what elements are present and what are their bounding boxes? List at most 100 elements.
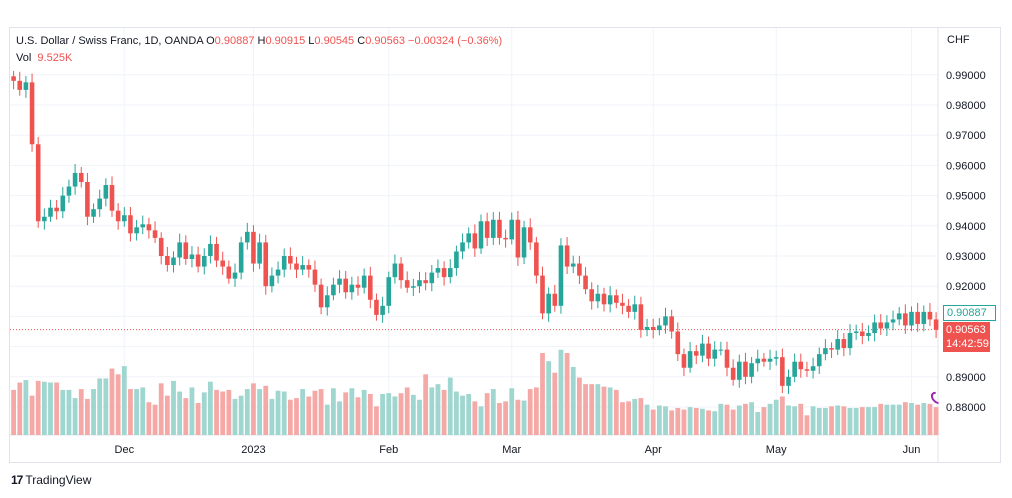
candle-body bbox=[712, 349, 717, 359]
brand-name: TradingView bbox=[25, 473, 92, 487]
volume-bar bbox=[263, 385, 269, 435]
candle-body bbox=[749, 363, 754, 377]
candle-body bbox=[816, 354, 822, 367]
time-tick-label: Jun bbox=[903, 444, 921, 456]
volume-bar bbox=[454, 391, 459, 435]
volume-bar bbox=[546, 361, 552, 435]
low-value: 0.90545 bbox=[314, 35, 355, 47]
volume-bar bbox=[484, 393, 490, 435]
volume-bar bbox=[269, 398, 275, 435]
volume-bar bbox=[35, 380, 41, 435]
candle-body bbox=[681, 354, 687, 368]
tradingview-brand[interactable]: 17 TradingView bbox=[11, 473, 91, 487]
volume-bar bbox=[687, 407, 693, 435]
candle-body bbox=[109, 185, 115, 211]
volume-bar bbox=[343, 392, 349, 435]
last-price-value: 0.90563 bbox=[946, 324, 986, 336]
volume-bar bbox=[66, 389, 72, 435]
candle-body bbox=[78, 172, 84, 183]
volume-bar bbox=[429, 387, 435, 435]
volume-bar bbox=[490, 389, 496, 435]
candle-body bbox=[570, 263, 576, 267]
candle-body bbox=[552, 293, 558, 306]
volume-bar bbox=[533, 387, 539, 435]
candle-body bbox=[214, 243, 219, 261]
candle-body bbox=[478, 221, 484, 249]
candle-body bbox=[411, 286, 416, 288]
candle-body bbox=[509, 219, 515, 240]
volume-bar bbox=[349, 388, 355, 435]
volume-bar bbox=[595, 384, 601, 435]
candle-body bbox=[158, 237, 164, 256]
candle-body bbox=[23, 82, 29, 90]
candle-body bbox=[441, 268, 447, 278]
candle-body bbox=[853, 331, 859, 334]
candle-body bbox=[595, 293, 601, 302]
volume-bar bbox=[656, 405, 662, 435]
volume-bar bbox=[804, 415, 810, 435]
candle-body bbox=[398, 263, 404, 281]
volume-value: 9.525K bbox=[37, 52, 73, 64]
candle-body bbox=[773, 357, 779, 359]
volume-bar bbox=[577, 377, 582, 435]
volume-series bbox=[11, 349, 939, 435]
candle-body bbox=[429, 272, 435, 284]
volume-bar bbox=[767, 403, 773, 435]
volume-bar bbox=[829, 406, 834, 435]
candle-body bbox=[380, 305, 385, 315]
candle-body bbox=[435, 268, 441, 273]
candle-body bbox=[706, 343, 711, 359]
candle-body bbox=[146, 224, 152, 231]
volume-bar bbox=[632, 398, 638, 435]
volume-bar bbox=[244, 389, 250, 435]
candle-body bbox=[810, 366, 816, 371]
candle-body bbox=[583, 275, 588, 290]
candle-body bbox=[201, 256, 207, 267]
candle-body bbox=[257, 242, 262, 264]
candle-body bbox=[497, 219, 502, 238]
volume-bar bbox=[60, 389, 66, 435]
candle-body bbox=[72, 172, 78, 187]
volume-bar bbox=[109, 368, 115, 435]
volume-bar bbox=[706, 410, 711, 435]
volume-bar bbox=[681, 409, 687, 435]
volume-bar bbox=[601, 386, 607, 435]
candle-body bbox=[281, 256, 287, 270]
volume-bar bbox=[552, 372, 558, 435]
volume-bar bbox=[786, 405, 791, 435]
volume-bar bbox=[324, 404, 330, 435]
volume-bar bbox=[896, 404, 902, 435]
volume-bar bbox=[872, 407, 877, 435]
last-price-tag: 0.90563 14:42:59 bbox=[943, 322, 990, 352]
chart-frame bbox=[9, 27, 1001, 463]
candle-body bbox=[466, 233, 471, 243]
candle-body bbox=[404, 280, 410, 288]
price-tick-label: 0.96000 bbox=[946, 160, 986, 172]
candle-body bbox=[884, 322, 890, 329]
candle-body bbox=[626, 305, 631, 312]
candle-body bbox=[792, 361, 797, 377]
time-tick-label: 2023 bbox=[241, 444, 265, 456]
candle-body bbox=[718, 349, 724, 351]
candle-body bbox=[251, 231, 256, 264]
volume-bar bbox=[386, 393, 392, 435]
volume-bar bbox=[700, 408, 705, 435]
candle-body bbox=[54, 207, 59, 212]
candle-body bbox=[152, 230, 158, 238]
candle-body bbox=[318, 284, 324, 308]
candle-body bbox=[614, 295, 619, 303]
candle-body bbox=[245, 231, 250, 243]
volume-bar bbox=[779, 396, 785, 435]
volume-bar bbox=[85, 398, 90, 435]
candle-body bbox=[915, 311, 920, 324]
candle-body bbox=[300, 265, 305, 270]
volume-bar bbox=[841, 406, 847, 435]
candle-body bbox=[263, 242, 269, 287]
candle-body bbox=[355, 284, 361, 288]
candle-body bbox=[700, 343, 705, 356]
time-tick-label: Apr bbox=[645, 444, 662, 456]
candle-body bbox=[527, 227, 533, 243]
candle-body bbox=[669, 316, 674, 332]
candle-body bbox=[601, 293, 607, 305]
